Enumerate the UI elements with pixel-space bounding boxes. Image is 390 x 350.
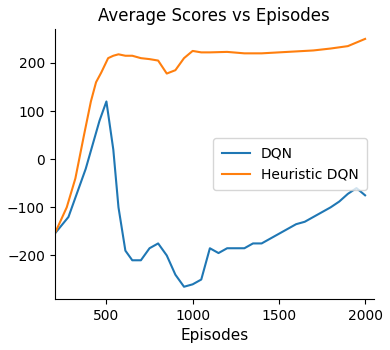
Heuristic DQN: [199, 50, 204, 55]
DQN: [251, 241, 255, 246]
DQN: [216, 251, 221, 255]
Heuristic DQN: [147, 57, 152, 61]
DQN: [104, 99, 109, 104]
DQN: [259, 241, 264, 246]
DQN: [52, 232, 57, 236]
DQN: [130, 258, 135, 262]
Heuristic DQN: [173, 68, 178, 72]
DQN: [147, 246, 152, 250]
DQN: [116, 205, 121, 209]
DQN: [190, 282, 195, 286]
Heuristic DQN: [259, 51, 264, 55]
DQN: [173, 273, 178, 277]
Heuristic DQN: [225, 50, 229, 54]
Line: DQN: DQN: [55, 102, 365, 287]
DQN: [225, 246, 229, 250]
Heuristic DQN: [277, 50, 281, 55]
Heuristic DQN: [328, 47, 333, 51]
Heuristic DQN: [73, 176, 78, 181]
Heuristic DQN: [346, 44, 350, 48]
DQN: [268, 237, 273, 241]
Heuristic DQN: [130, 54, 135, 58]
DQN: [328, 205, 333, 209]
Heuristic DQN: [363, 37, 367, 41]
Heuristic DQN: [94, 80, 98, 84]
DQN: [354, 186, 359, 190]
DQN: [83, 167, 88, 171]
Heuristic DQN: [294, 49, 298, 54]
Heuristic DQN: [165, 71, 169, 76]
Heuristic DQN: [190, 49, 195, 53]
Heuristic DQN: [106, 56, 110, 60]
Heuristic DQN: [242, 51, 247, 55]
Heuristic DQN: [156, 58, 160, 63]
DQN: [123, 248, 128, 253]
DQN: [207, 246, 212, 250]
Heuristic DQN: [89, 99, 93, 104]
DQN: [311, 215, 316, 219]
DQN: [294, 222, 298, 226]
DQN: [277, 232, 281, 236]
Heuristic DQN: [111, 54, 116, 58]
Heuristic DQN: [311, 48, 316, 52]
DQN: [66, 215, 71, 219]
DQN: [346, 192, 350, 196]
Heuristic DQN: [116, 52, 121, 56]
DQN: [165, 253, 169, 258]
Heuristic DQN: [123, 54, 128, 58]
Heuristic DQN: [64, 205, 69, 209]
DQN: [75, 191, 80, 195]
DQN: [138, 258, 143, 262]
Heuristic DQN: [138, 56, 143, 60]
DQN: [90, 143, 95, 147]
DQN: [320, 210, 324, 214]
DQN: [233, 246, 238, 250]
Title: Average Scores vs Episodes: Average Scores vs Episodes: [98, 7, 330, 25]
DQN: [199, 278, 204, 282]
DQN: [182, 285, 186, 289]
DQN: [156, 241, 160, 246]
X-axis label: Episodes: Episodes: [180, 328, 248, 343]
Heuristic DQN: [99, 70, 104, 75]
Heuristic DQN: [82, 133, 86, 137]
Heuristic DQN: [182, 56, 186, 60]
Line: Heuristic DQN: Heuristic DQN: [55, 39, 365, 234]
DQN: [337, 199, 342, 204]
DQN: [111, 147, 116, 152]
DQN: [242, 246, 247, 250]
DQN: [302, 220, 307, 224]
DQN: [97, 119, 102, 123]
Heuristic DQN: [52, 232, 57, 236]
Legend: DQN, Heuristic DQN: DQN, Heuristic DQN: [213, 138, 367, 190]
DQN: [363, 193, 367, 197]
Heuristic DQN: [102, 63, 107, 68]
Heuristic DQN: [207, 50, 212, 55]
DQN: [285, 227, 290, 231]
